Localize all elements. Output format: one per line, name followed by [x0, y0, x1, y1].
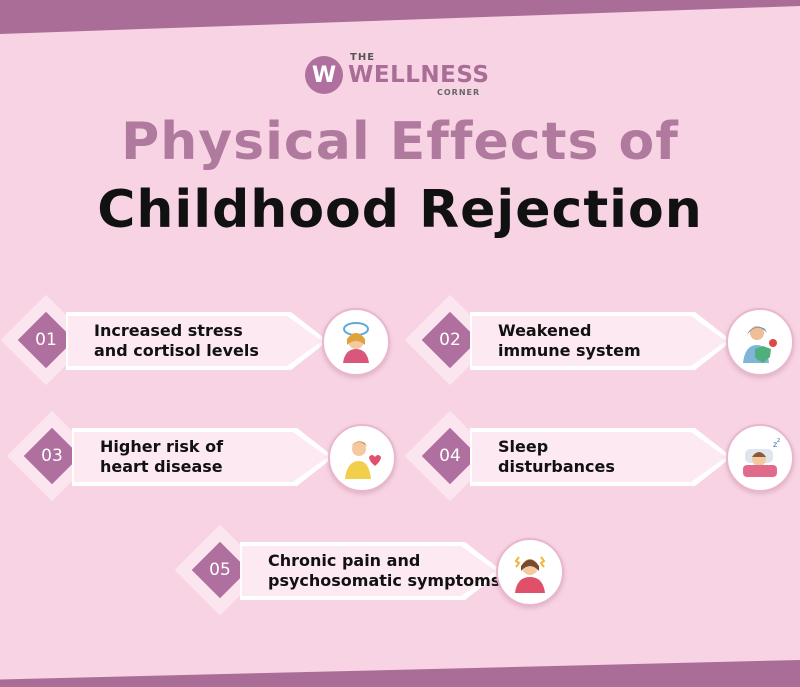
top-decorative-band	[0, 0, 800, 34]
effect-number: 03	[41, 446, 63, 466]
shield-virus-icon	[726, 308, 794, 376]
effect-card-02: 02 Weakened immune system	[404, 294, 794, 386]
label-arrow-fill	[472, 316, 726, 366]
effect-label: Higher risk of heart disease	[100, 430, 320, 484]
logo-the-text: THE	[350, 52, 376, 63]
effect-label-line-2: and cortisol levels	[94, 341, 259, 360]
effect-number: 04	[439, 446, 461, 466]
effect-label-line-1: Weakened	[498, 321, 592, 340]
logo-corner-text: CORNER	[437, 88, 481, 97]
title-line-2: Childhood Rejection	[97, 180, 703, 240]
effect-card-04: 04 Sleep disturbances z z	[404, 410, 794, 502]
heart-pain-icon	[328, 424, 396, 492]
effect-card-01: 01 Increased stress and cortisol levels	[0, 294, 390, 386]
title-line-1: Physical Effects of	[121, 112, 679, 172]
effect-label-line-2: heart disease	[100, 457, 223, 476]
effect-label-line-1: Chronic pain and	[268, 551, 421, 570]
effect-label: Chronic pain and psychosomatic symptoms	[268, 544, 508, 598]
sleeping-person-icon: z z	[726, 424, 794, 492]
effect-card-05: 05 Chronic pain and psychosomatic sympto…	[174, 524, 564, 616]
effect-label-line-1: Increased stress	[94, 321, 243, 340]
svg-text:z: z	[773, 440, 777, 449]
label-arrow-fill	[68, 316, 322, 366]
effect-label: Weakened immune system	[498, 314, 718, 368]
label-arrow-fill	[74, 432, 328, 482]
effect-number: 05	[209, 560, 231, 580]
stressed-woman-icon	[322, 308, 390, 376]
effect-label-line-1: Higher risk of	[100, 437, 224, 456]
effect-label: Increased stress and cortisol levels	[94, 314, 314, 368]
effect-label-line-2: disturbances	[498, 457, 615, 476]
svg-text:z: z	[777, 437, 780, 444]
effect-label-line-1: Sleep	[498, 437, 549, 456]
effect-number: 01	[35, 330, 57, 350]
effect-label-line-2: psychosomatic symptoms	[268, 571, 501, 590]
effect-label-line-2: immune system	[498, 341, 641, 360]
logo-mark: W	[305, 56, 343, 94]
effect-label: Sleep disturbances	[498, 430, 718, 484]
pain-person-icon	[496, 538, 564, 606]
effect-number: 02	[439, 330, 461, 350]
label-arrow-fill	[242, 546, 496, 596]
label-arrow-fill	[472, 432, 726, 482]
bottom-decorative-band	[0, 660, 800, 687]
logo-name-text: WELLNESS	[348, 62, 490, 88]
effect-card-03: 03 Higher risk of heart disease	[6, 410, 396, 502]
